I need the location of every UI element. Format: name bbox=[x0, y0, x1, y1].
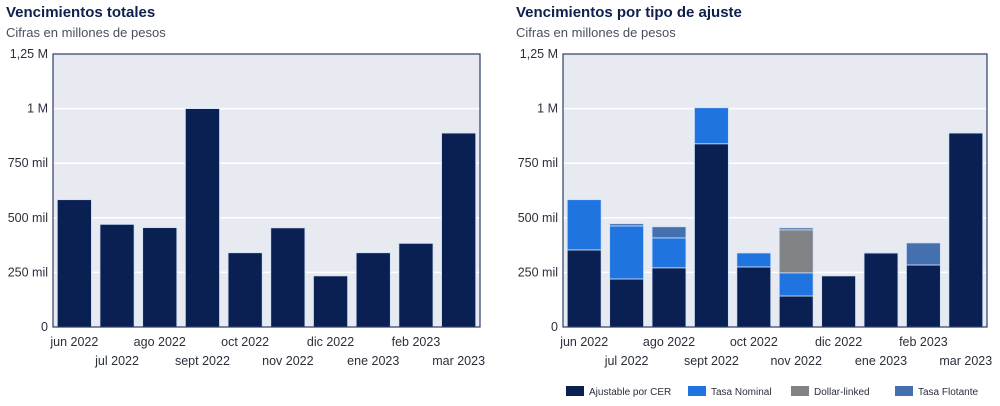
x-tick-label: ago 2022 bbox=[643, 335, 695, 349]
bar-ajustable-por-cer bbox=[694, 143, 729, 328]
legend-label: Ajustable por CER bbox=[589, 387, 671, 398]
x-tick-label: ene 2023 bbox=[855, 354, 907, 368]
y-tick-label: 250 mil bbox=[8, 265, 48, 279]
y-tick-label: 500 mil bbox=[8, 211, 48, 225]
bar-tasa-nominal bbox=[694, 107, 729, 145]
x-tick-label: jul 2022 bbox=[94, 354, 139, 368]
x-tick-label: oct 2022 bbox=[221, 335, 269, 349]
bar bbox=[99, 223, 135, 328]
bar-ajustable-por-cer bbox=[566, 249, 602, 328]
legend-swatch bbox=[791, 386, 809, 396]
bar-tasa-flotante bbox=[651, 226, 687, 239]
bar-ajustable-por-cer bbox=[651, 267, 687, 328]
bar-ajustable-por-cer bbox=[948, 132, 984, 328]
x-tick-label: nov 2022 bbox=[770, 354, 821, 368]
bar-tasa-nominal bbox=[609, 225, 644, 280]
x-tick-label: feb 2023 bbox=[899, 335, 948, 349]
bar bbox=[142, 227, 178, 328]
x-tick-label: mar 2023 bbox=[939, 354, 992, 368]
x-tick-label: mar 2023 bbox=[432, 354, 485, 368]
bar bbox=[56, 199, 92, 328]
y-tick-label: 0 bbox=[41, 320, 48, 334]
bar-tasa-nominal bbox=[778, 272, 814, 297]
y-tick-label: 0 bbox=[551, 320, 558, 334]
x-tick-label: jun 2022 bbox=[559, 335, 608, 349]
bar-tasa-nominal bbox=[736, 252, 772, 268]
x-tick-label: sept 2022 bbox=[175, 354, 230, 368]
bar-ajustable-por-cer bbox=[863, 252, 899, 328]
bar bbox=[313, 275, 349, 328]
bar-ajustable-por-cer bbox=[778, 295, 814, 328]
bar-tasa-flotante bbox=[778, 227, 814, 231]
y-tick-label: 1,25 M bbox=[10, 47, 48, 61]
bar-tasa-flotante bbox=[906, 242, 941, 266]
chart-subtitle-totales: Cifras en millones de pesos bbox=[6, 25, 166, 40]
legend-label: Tasa Flotante bbox=[918, 387, 978, 398]
x-tick-label: ago 2022 bbox=[134, 335, 186, 349]
bar-ajustable-por-cer bbox=[609, 278, 644, 328]
x-tick-label: ene 2023 bbox=[347, 354, 399, 368]
bar-ajustable-por-cer bbox=[736, 266, 772, 328]
bar bbox=[398, 242, 434, 328]
x-tick-label: feb 2023 bbox=[392, 335, 441, 349]
bar bbox=[355, 252, 391, 328]
bar-tasa-flotante bbox=[609, 223, 644, 227]
x-tick-label: dic 2022 bbox=[307, 335, 354, 349]
bar-ajustable-por-cer bbox=[906, 264, 941, 328]
y-tick-label: 1,25 M bbox=[520, 47, 558, 61]
legend-label: Dollar-linked bbox=[814, 387, 870, 398]
legend-swatch bbox=[688, 386, 706, 396]
x-tick-label: dic 2022 bbox=[815, 335, 862, 349]
bar bbox=[441, 132, 477, 328]
bar bbox=[184, 108, 220, 328]
bar-tasa-nominal bbox=[651, 237, 687, 269]
bar bbox=[270, 227, 306, 328]
x-tick-label: oct 2022 bbox=[730, 335, 778, 349]
y-tick-label: 500 mil bbox=[518, 211, 558, 225]
bar-ajustable-por-cer bbox=[821, 275, 856, 328]
y-tick-label: 1 M bbox=[27, 102, 48, 116]
chart-title-totales: Vencimientos totales bbox=[6, 4, 156, 21]
plot-border bbox=[52, 53, 481, 328]
x-tick-label: nov 2022 bbox=[262, 354, 313, 368]
bar-tasa-nominal bbox=[566, 199, 602, 251]
y-tick-label: 750 mil bbox=[8, 156, 48, 170]
bar-dollar-linked bbox=[778, 229, 814, 274]
x-tick-label: jun 2022 bbox=[49, 335, 98, 349]
chart-title-por-tipo: Vencimientos por tipo de ajuste bbox=[516, 4, 742, 21]
plot-border bbox=[562, 53, 988, 328]
legend-label: Tasa Nominal bbox=[711, 387, 772, 398]
x-tick-label: jul 2022 bbox=[604, 354, 649, 368]
chart-subtitle-por-tipo: Cifras en millones de pesos bbox=[516, 25, 676, 40]
legend-swatch bbox=[566, 386, 584, 396]
x-tick-label: sept 2022 bbox=[684, 354, 739, 368]
y-tick-label: 750 mil bbox=[518, 156, 558, 170]
legend-swatch bbox=[895, 386, 913, 396]
bar bbox=[227, 252, 263, 328]
y-tick-label: 1 M bbox=[537, 102, 558, 116]
y-tick-label: 250 mil bbox=[518, 265, 558, 279]
